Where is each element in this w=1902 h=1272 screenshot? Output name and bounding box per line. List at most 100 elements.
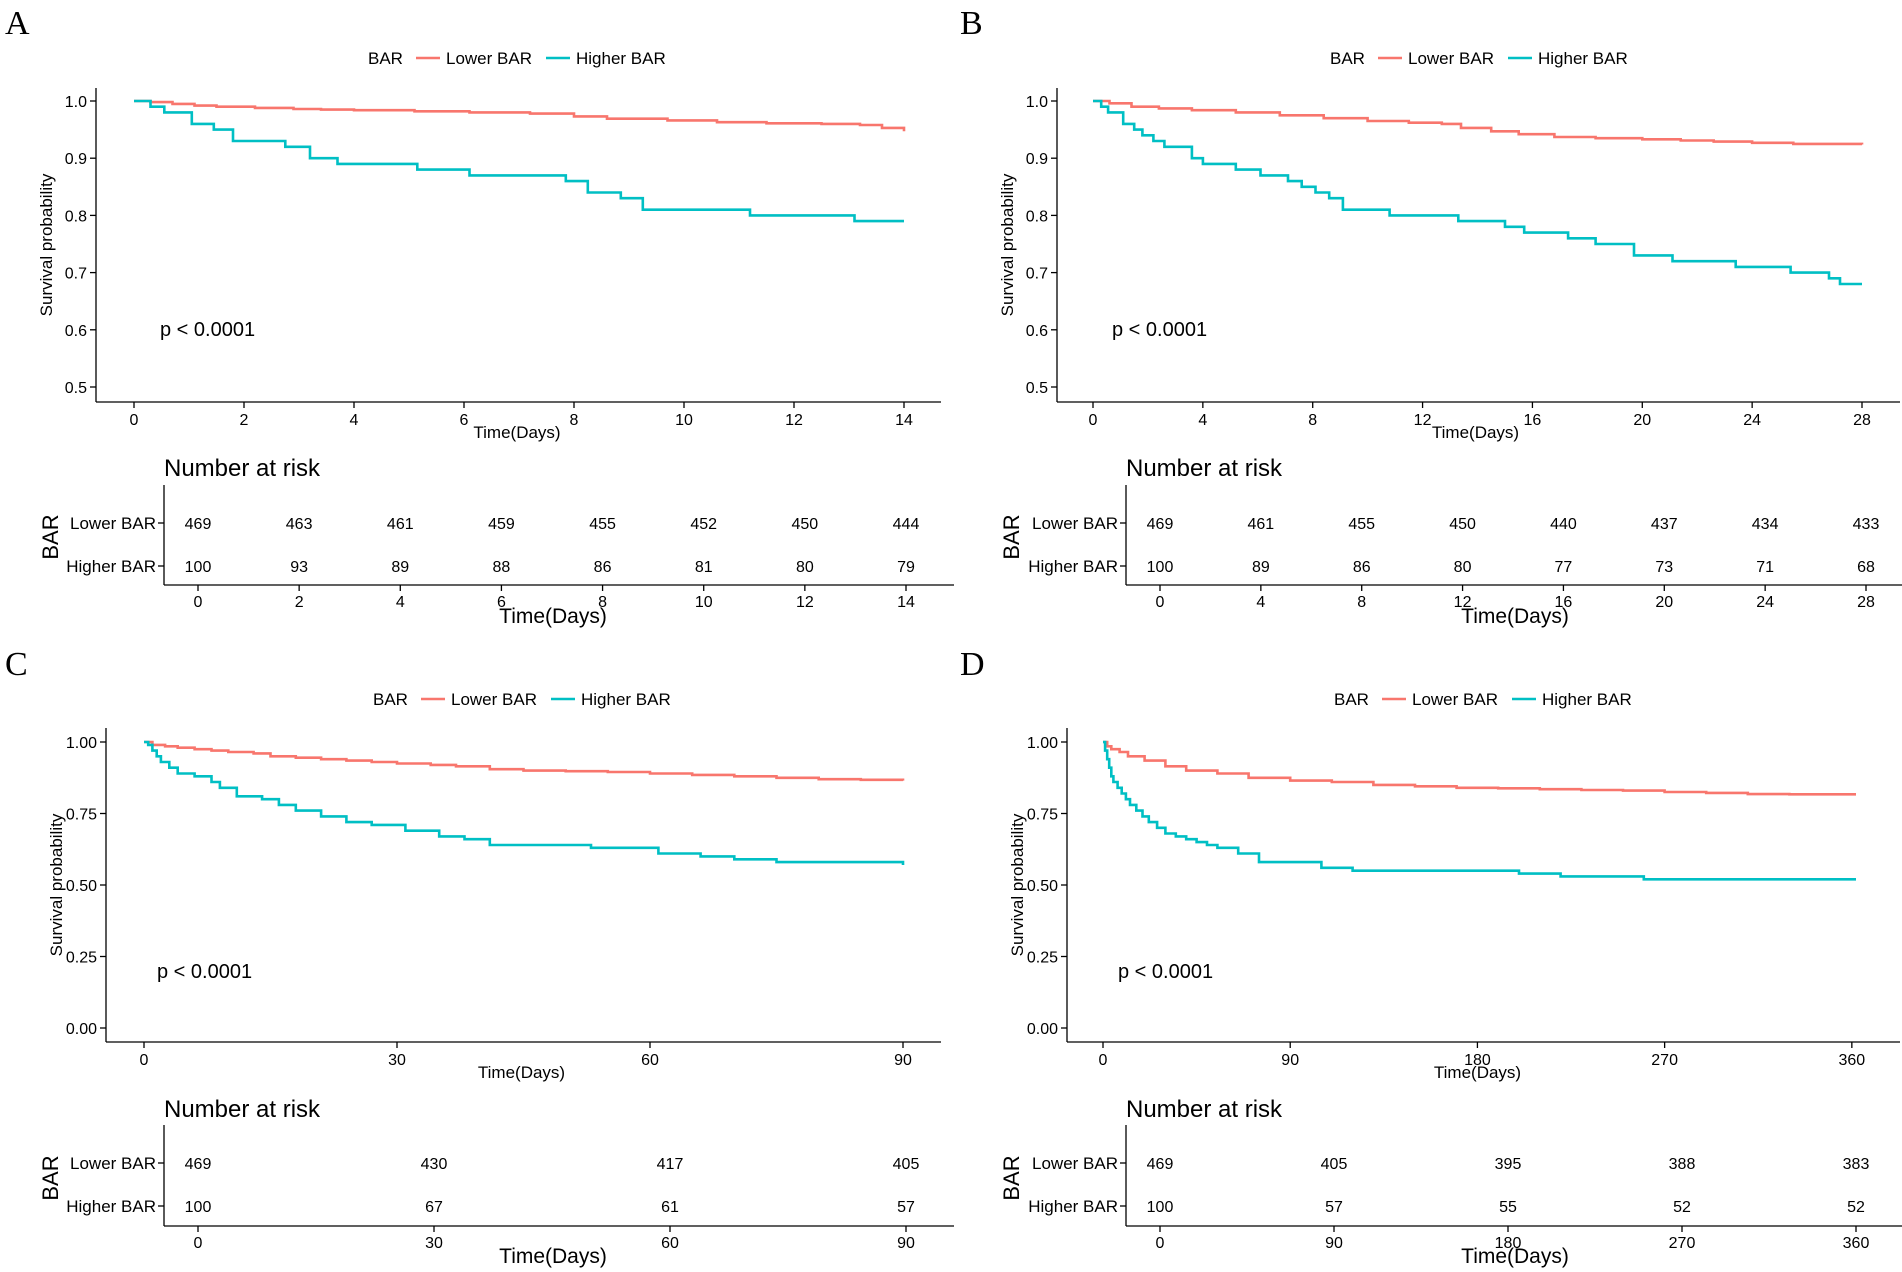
- risk-x-tick-label: 14: [897, 594, 915, 611]
- risk-strata-title: BAR: [999, 514, 1024, 559]
- risk-value-higher-bar: 100: [1147, 559, 1174, 576]
- x-tick-label: 20: [1633, 412, 1651, 429]
- x-tick-label: 6: [460, 412, 469, 429]
- y-axis-title: Survival probability: [1008, 813, 1027, 956]
- panel-letter: C: [5, 646, 28, 683]
- risk-value-lower-bar: 450: [792, 516, 819, 533]
- panel-letter: B: [960, 5, 983, 42]
- y-tick-label: 0.8: [1026, 208, 1048, 225]
- x-tick-label: 90: [894, 1052, 912, 1069]
- legend-label-lower-bar: Lower BAR: [451, 690, 537, 709]
- legend-label-higher-bar: Higher BAR: [1542, 690, 1632, 709]
- risk-value-higher-bar: 89: [391, 559, 409, 576]
- legend-label-lower-bar: Lower BAR: [1412, 690, 1498, 709]
- x-tick-label: 60: [641, 1052, 659, 1069]
- risk-x-tick-label: 20: [1655, 594, 1673, 611]
- y-tick-label: 0.5: [65, 380, 87, 397]
- risk-x-tick-label: 12: [1454, 594, 1472, 611]
- risk-value-lower-bar: 469: [1147, 516, 1174, 533]
- risk-strata-title: BAR: [38, 514, 63, 559]
- risk-table-title: Number at risk: [164, 1096, 321, 1123]
- x-tick-label: 0: [1099, 1052, 1108, 1069]
- risk-row-label-lower-bar: Lower BAR: [70, 514, 156, 533]
- risk-value-higher-bar: 88: [493, 559, 511, 576]
- risk-x-tick-label: 10: [695, 594, 713, 611]
- x-tick-label: 0: [140, 1052, 149, 1069]
- y-tick-label: 0.75: [1027, 807, 1058, 824]
- risk-value-higher-bar: 81: [695, 559, 713, 576]
- km-curve-lower-bar: [1093, 99, 1864, 146]
- risk-value-lower-bar: 461: [387, 516, 414, 533]
- x-axis-title: Time(Days): [1432, 423, 1519, 442]
- legend-title: BAR: [1334, 690, 1369, 709]
- risk-value-lower-bar: 388: [1669, 1156, 1696, 1173]
- y-tick-label: 0.75: [66, 807, 97, 824]
- y-tick-label: 0.7: [1026, 266, 1048, 283]
- risk-x-tick-label: 0: [194, 594, 203, 611]
- x-tick-label: 180: [1464, 1052, 1491, 1069]
- risk-x-tick-label: 0: [1156, 594, 1165, 611]
- legend-label-higher-bar: Higher BAR: [576, 49, 666, 68]
- x-tick-label: 8: [570, 412, 579, 429]
- risk-value-higher-bar: 80: [796, 559, 814, 576]
- risk-strata-title: BAR: [999, 1155, 1024, 1200]
- panel-B: B BAR Lower BAR Higher BAR 0.5 0.6 0.7 0.8 0.9 1.…: [960, 5, 1902, 628]
- km-curve-lower-bar: [1103, 740, 1856, 796]
- panel-letter: A: [5, 5, 30, 42]
- risk-value-lower-bar: 452: [690, 516, 717, 533]
- y-tick-label: 0.6: [1026, 323, 1048, 340]
- y-tick-label: 1.00: [66, 735, 97, 752]
- risk-x-tick-label: 8: [598, 594, 607, 611]
- risk-x-tick-label: 4: [396, 594, 405, 611]
- y-tick-label: 0.9: [65, 151, 87, 168]
- risk-value-higher-bar: 100: [185, 559, 212, 576]
- risk-value-higher-bar: 57: [1325, 1199, 1343, 1216]
- risk-value-lower-bar: 461: [1248, 516, 1275, 533]
- risk-row-label-lower-bar: Lower BAR: [1032, 514, 1118, 533]
- y-tick-label: 0.25: [66, 950, 97, 967]
- risk-value-higher-bar: 61: [661, 1199, 679, 1216]
- x-axis-title: Time(Days): [478, 1063, 565, 1082]
- risk-row-label-lower-bar: Lower BAR: [70, 1154, 156, 1173]
- y-tick-label: 0.25: [1027, 950, 1058, 967]
- risk-value-higher-bar: 79: [897, 559, 915, 576]
- x-tick-label: 90: [1281, 1052, 1299, 1069]
- risk-value-lower-bar: 383: [1843, 1156, 1870, 1173]
- risk-x-tick-label: 90: [897, 1235, 915, 1252]
- risk-value-higher-bar: 86: [594, 559, 612, 576]
- x-tick-label: 10: [675, 412, 693, 429]
- risk-x-axis-title: Time(Days): [499, 605, 607, 628]
- risk-value-higher-bar: 68: [1857, 559, 1875, 576]
- p-value: p < 0.0001: [157, 961, 252, 983]
- risk-value-higher-bar: 100: [185, 1199, 212, 1216]
- risk-x-tick-label: 4: [1256, 594, 1265, 611]
- risk-value-lower-bar: 469: [185, 1156, 212, 1173]
- km-curve-higher-bar: [1103, 740, 1856, 881]
- y-tick-label: 1.00: [1027, 735, 1058, 752]
- risk-row-label-higher-bar: Higher BAR: [1028, 1197, 1118, 1216]
- x-tick-label: 12: [785, 412, 803, 429]
- risk-x-tick-label: 0: [194, 1235, 203, 1252]
- panel-D: D BAR Lower BAR Higher BAR 0.00 0.25 0.50 0.75 1…: [960, 646, 1902, 1268]
- risk-value-lower-bar: 405: [1321, 1156, 1348, 1173]
- risk-value-higher-bar: 100: [1147, 1199, 1174, 1216]
- x-tick-label: 28: [1853, 412, 1871, 429]
- risk-x-tick-label: 60: [661, 1235, 679, 1252]
- legend-label-higher-bar: Higher BAR: [1538, 49, 1628, 68]
- x-tick-label: 8: [1308, 412, 1317, 429]
- km-curve-higher-bar: [134, 99, 904, 223]
- panel-letter: D: [960, 646, 985, 683]
- risk-value-higher-bar: 52: [1847, 1199, 1865, 1216]
- risk-x-tick-label: 270: [1669, 1235, 1696, 1252]
- y-tick-label: 0.8: [65, 208, 87, 225]
- x-tick-label: 360: [1838, 1052, 1865, 1069]
- y-tick-label: 0.50: [1027, 878, 1058, 895]
- risk-value-higher-bar: 80: [1454, 559, 1472, 576]
- risk-value-lower-bar: 450: [1449, 516, 1476, 533]
- x-tick-label: 14: [895, 412, 913, 429]
- y-tick-label: 0.9: [1026, 151, 1048, 168]
- risk-value-higher-bar: 93: [290, 559, 308, 576]
